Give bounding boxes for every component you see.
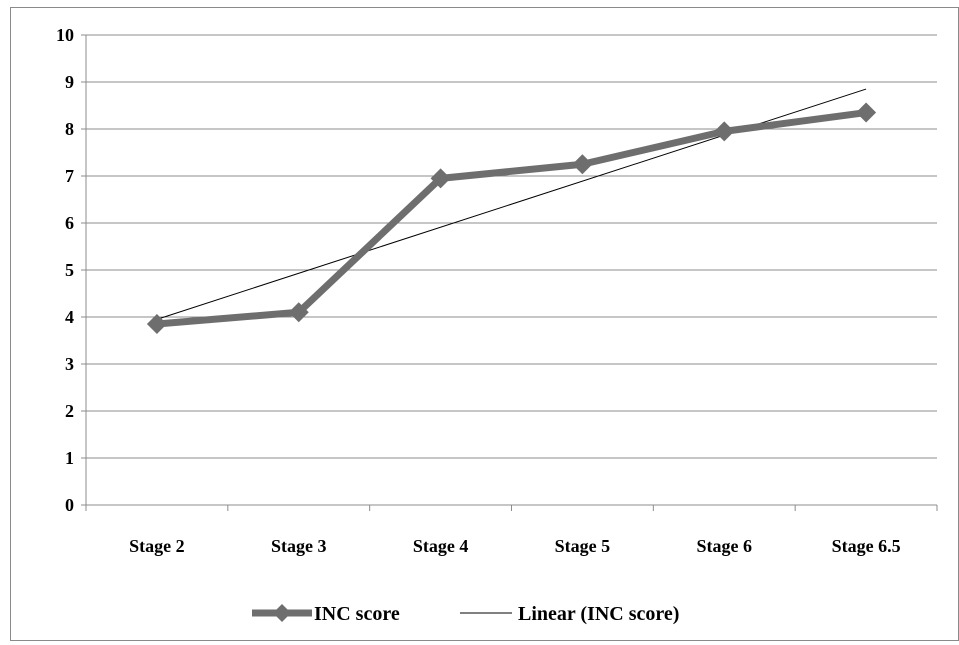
data-point [714, 121, 735, 142]
data-point [572, 154, 593, 175]
legend-diamond-marker [273, 604, 291, 622]
data-point [288, 302, 309, 323]
x-tick-label: Stage 5 [555, 536, 611, 556]
series-layer [146, 102, 877, 335]
x-tick-label: Stage 6 [697, 536, 753, 556]
x-tick-label: Stage 2 [129, 536, 185, 556]
series-line [153, 109, 870, 328]
y-tick-label: 8 [65, 119, 74, 139]
x-tick-label: Stage 3 [271, 536, 327, 556]
y-tick-label: 5 [65, 260, 74, 280]
y-tick-label: 2 [65, 401, 74, 421]
y-axis-ticks: 0 1 2 3 4 5 6 7 8 9 10 [56, 25, 74, 515]
data-point [856, 102, 877, 123]
y-tick-label: 0 [65, 495, 74, 515]
y-tick-label: 7 [65, 166, 74, 186]
y-tick-label: 9 [65, 72, 74, 92]
data-point [430, 168, 451, 189]
data-point [146, 314, 167, 335]
x-tick-label: Stage 6.5 [832, 536, 901, 556]
axes [81, 34, 938, 511]
y-tick-label: 1 [65, 448, 74, 468]
gridlines [86, 34, 937, 459]
legend-label-linear: Linear (INC score) [518, 603, 679, 625]
legend-label-inc-score: INC score [314, 603, 400, 625]
y-tick-label: 3 [65, 354, 74, 374]
x-tick-label: Stage 4 [413, 536, 469, 556]
x-axis-ticks: Stage 2 Stage 3 Stage 4 Stage 5 Stage 6 Stage… [129, 536, 900, 556]
y-tick-label: 4 [65, 307, 74, 327]
y-tick-label: 6 [65, 213, 74, 233]
legend: INC score Linear (INC score) [252, 603, 679, 625]
y-tick-label: 10 [56, 25, 74, 45]
